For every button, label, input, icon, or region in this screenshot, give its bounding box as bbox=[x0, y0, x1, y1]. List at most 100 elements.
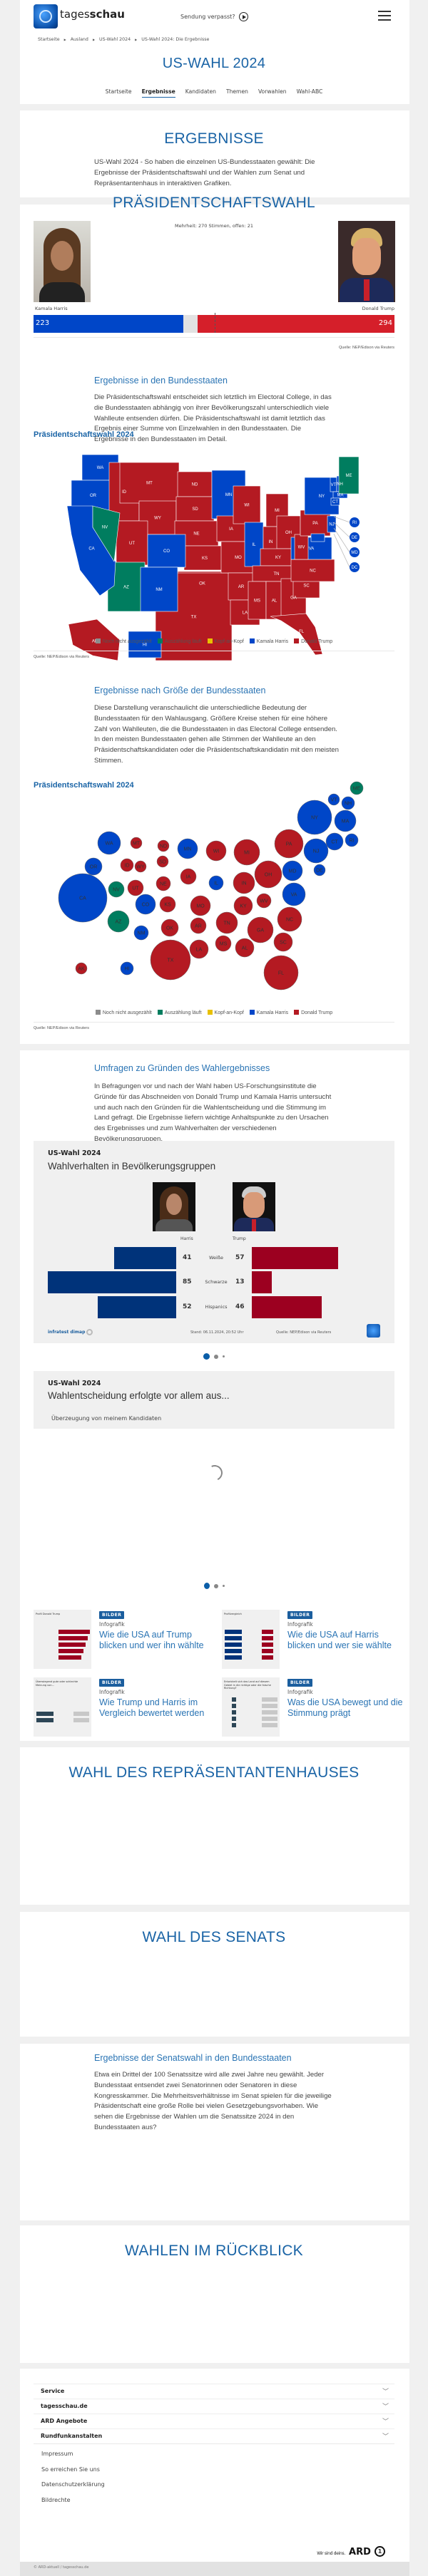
bubble-or[interactable] bbox=[84, 857, 103, 876]
bubble-ca[interactable] bbox=[58, 873, 108, 923]
tagesschau-logo[interactable] bbox=[34, 4, 58, 29]
state-wi[interactable] bbox=[233, 485, 261, 524]
state-ut[interactable] bbox=[116, 520, 148, 566]
bubble-wv[interactable] bbox=[256, 893, 272, 909]
carousel-dot-active[interactable] bbox=[203, 1583, 210, 1589]
state-hi[interactable] bbox=[128, 631, 162, 658]
bubble-vt[interactable] bbox=[327, 793, 340, 806]
bubble-oh[interactable] bbox=[254, 860, 282, 889]
state-ks[interactable] bbox=[183, 545, 226, 571]
bubble-ne[interactable] bbox=[156, 876, 171, 891]
footer-link[interactable]: Bildrechte bbox=[41, 2496, 71, 2503]
tab-wahl-abc[interactable]: Wahl-ABC bbox=[296, 88, 323, 95]
bubble-ky[interactable] bbox=[233, 896, 253, 916]
bubble-ks[interactable] bbox=[159, 896, 176, 913]
state-md[interactable] bbox=[350, 547, 360, 557]
teaser-headline[interactable]: Was die USA bewegt und die Stimmung präg… bbox=[287, 1697, 403, 1718]
ard-logo[interactable]: Wir sind deins. ARD 1 bbox=[317, 2544, 385, 2557]
state-co[interactable] bbox=[147, 534, 186, 568]
state-or[interactable] bbox=[71, 480, 116, 511]
tab-vorwahlen[interactable]: Vorwahlen bbox=[258, 88, 287, 95]
bubble-ia[interactable] bbox=[180, 868, 197, 885]
breadcrumb-item[interactable]: US-Wahl 2024 bbox=[99, 37, 131, 42]
bubble-nh[interactable] bbox=[341, 796, 355, 810]
bubble-az[interactable] bbox=[107, 910, 130, 933]
infographic-teaser[interactable]: Profil Donald Trump BILDER Infografik Wie d… bbox=[34, 1610, 215, 1670]
carousel-dot[interactable] bbox=[213, 1583, 218, 1588]
bubble-ny[interactable] bbox=[297, 800, 332, 835]
bubble-ut[interactable] bbox=[127, 879, 144, 896]
carousel-dot[interactable] bbox=[223, 1355, 225, 1357]
bubble-la[interactable] bbox=[189, 939, 209, 959]
state-ak[interactable] bbox=[68, 619, 121, 661]
state-me[interactable] bbox=[338, 456, 360, 495]
bubble-ri[interactable] bbox=[345, 833, 359, 847]
bubble-ma[interactable] bbox=[334, 809, 357, 832]
bubble-ms[interactable] bbox=[215, 935, 232, 952]
bubble-sc[interactable] bbox=[273, 932, 293, 952]
state-ri[interactable] bbox=[350, 517, 360, 527]
state-nm[interactable] bbox=[140, 567, 178, 612]
breadcrumb-item[interactable]: Startseite bbox=[38, 37, 60, 42]
footer-section-service[interactable]: Service ﹀ bbox=[34, 2384, 394, 2399]
bubble-ga[interactable] bbox=[247, 916, 274, 943]
state-ms[interactable] bbox=[248, 581, 267, 620]
bubble-hi[interactable] bbox=[120, 961, 134, 976]
bubble-fl[interactable] bbox=[263, 955, 299, 990]
us-results-map[interactable]: WA OR ID MT WY ND SD NE KS OK TX UT CO AZ NM MN IA MO AR LA… bbox=[64, 449, 364, 664]
bubble-ak[interactable] bbox=[75, 962, 88, 975]
state-nc[interactable] bbox=[290, 559, 335, 582]
bubble-co[interactable] bbox=[135, 894, 156, 915]
carousel-dot[interactable] bbox=[222, 1585, 225, 1587]
bubble-mo[interactable] bbox=[190, 895, 211, 916]
bubble-sd[interactable] bbox=[156, 855, 169, 868]
bubble-pa[interactable] bbox=[274, 829, 304, 859]
bubble-wa[interactable] bbox=[97, 831, 121, 855]
tab-themen[interactable]: Themen bbox=[225, 88, 248, 95]
bubble-nv[interactable] bbox=[108, 881, 125, 898]
state-md[interactable] bbox=[310, 533, 325, 542]
bubble-de[interactable] bbox=[313, 864, 326, 876]
bubble-mi[interactable] bbox=[233, 839, 260, 866]
bubble-wi[interactable] bbox=[205, 840, 227, 862]
menu-hamburger-icon[interactable] bbox=[378, 11, 391, 21]
carousel-dot-active[interactable] bbox=[203, 1353, 210, 1360]
state-il[interactable] bbox=[244, 522, 264, 567]
state-fl[interactable] bbox=[270, 613, 323, 656]
tab-startseite[interactable]: Startseite bbox=[105, 88, 132, 95]
missed-show-link[interactable]: Sendung verpasst? bbox=[180, 12, 249, 21]
teaser-headline[interactable]: Wie die USA auf Harris blicken und wer s… bbox=[287, 1630, 392, 1650]
footer-link[interactable]: Datenschutzerklärung bbox=[41, 2481, 105, 2488]
tab-ergebnisse[interactable]: Ergebnisse bbox=[141, 88, 175, 98]
footer-section-rundfunkanstalten[interactable]: Rundfunkanstalten ﹀ bbox=[34, 2428, 394, 2443]
teaser-headline[interactable]: Wie Trump und Harris im Vergleich bewert… bbox=[99, 1697, 205, 1718]
footer-section-tagesschau-de[interactable]: tagesschau.de ﹀ bbox=[34, 2399, 394, 2414]
infographic-teaser[interactable]: Entwickelt sich das Land auf diesem Gebi… bbox=[222, 1677, 404, 1737]
bubble-tx[interactable] bbox=[150, 939, 191, 981]
bubble-al[interactable] bbox=[235, 938, 255, 958]
bubble-me[interactable] bbox=[350, 781, 364, 795]
bubble-mt[interactable] bbox=[130, 837, 143, 849]
tab-kandidaten[interactable]: Kandidaten bbox=[185, 88, 216, 95]
bubble-md[interactable] bbox=[282, 860, 303, 881]
teaser-headline[interactable]: Wie die USA auf Trump blicken und wer ih… bbox=[99, 1630, 204, 1650]
bubble-wy[interactable] bbox=[134, 860, 147, 873]
footer-link[interactable]: So erreichen Sie uns bbox=[41, 2466, 100, 2473]
state-ct[interactable] bbox=[330, 497, 340, 506]
bubble-ar[interactable] bbox=[190, 917, 207, 934]
bubble-ok[interactable] bbox=[160, 919, 179, 937]
bubble-in[interactable] bbox=[233, 871, 255, 894]
bubble-ct[interactable] bbox=[325, 832, 344, 851]
bubble-nc[interactable] bbox=[277, 906, 302, 932]
bubble-tn[interactable] bbox=[215, 911, 238, 934]
bubble-nd[interactable] bbox=[157, 839, 170, 852]
infographic-teaser[interactable]: Profilvergleich BILDER Infografik Wie die U… bbox=[222, 1610, 404, 1670]
state-de[interactable] bbox=[350, 532, 360, 542]
bubble-il[interactable] bbox=[208, 875, 224, 891]
bubble-nj[interactable] bbox=[303, 838, 329, 864]
footer-section-ard-angebote[interactable]: ARD Angebote ﹀ bbox=[34, 2414, 394, 2428]
bubble-id[interactable] bbox=[120, 858, 134, 872]
logo-wordmark[interactable]: tagesschau bbox=[60, 8, 125, 21]
bubble-mn[interactable] bbox=[177, 838, 198, 859]
state-dc[interactable] bbox=[350, 562, 360, 572]
